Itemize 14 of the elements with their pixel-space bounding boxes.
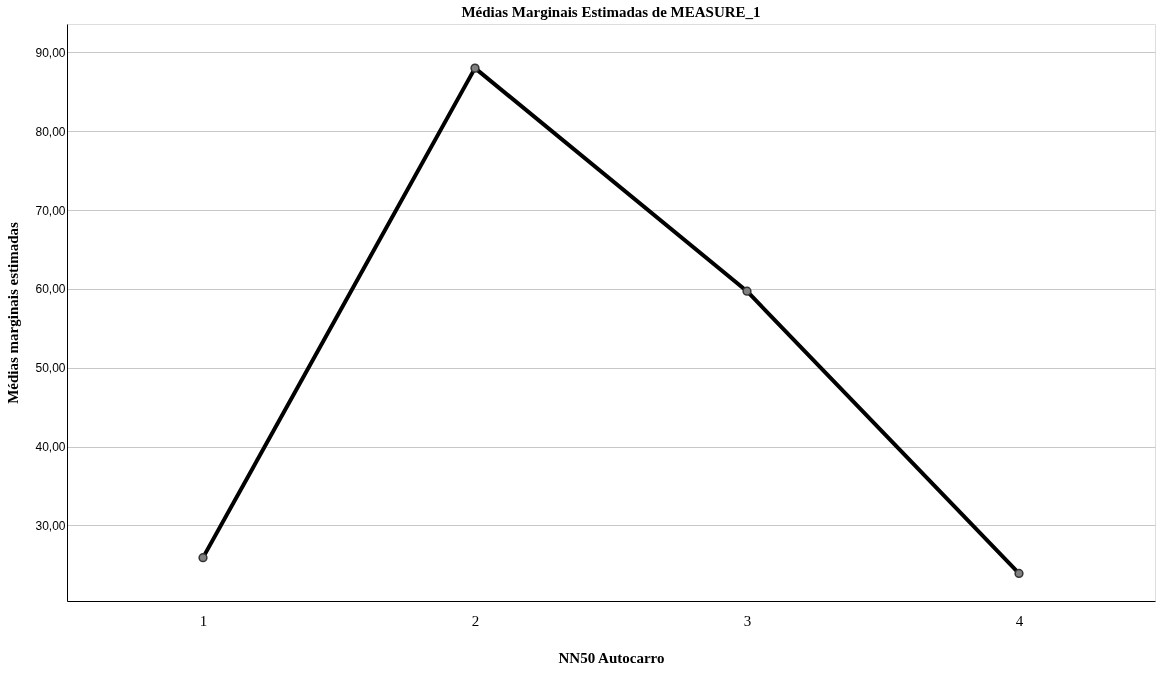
x-tick-label: 3 [743,612,752,629]
x-axis-title: NN50 Autocarro [558,649,665,666]
y-tick-label: 90,00 [35,45,66,60]
y-tick-label: 70,00 [35,203,66,218]
y-tick-label: 80,00 [35,124,66,139]
y-axis-title: Médias marginais estimadas [5,222,22,404]
y-tick-label: 50,00 [35,361,66,376]
y-tick-label: 30,00 [35,518,66,533]
y-tick-label: 40,00 [35,440,66,454]
x-tick-label: 1 [199,612,208,629]
y-tick-label: 60,00 [35,282,66,297]
chart-title: Médias Marginais Estimadas de MEASURE_1 [461,4,761,20]
x-tick-label: 2 [471,612,480,629]
x-tick-label: 4 [1015,612,1024,629]
